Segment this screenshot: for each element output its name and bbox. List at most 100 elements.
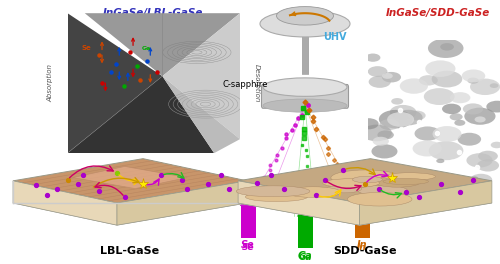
Text: Se: Se	[82, 45, 91, 51]
Ellipse shape	[428, 39, 464, 58]
Ellipse shape	[464, 108, 496, 125]
Text: C-sapphire: C-sapphire	[222, 80, 268, 89]
Ellipse shape	[474, 116, 486, 122]
Ellipse shape	[424, 88, 454, 105]
Ellipse shape	[408, 111, 426, 120]
Ellipse shape	[468, 78, 479, 84]
Ellipse shape	[471, 176, 478, 180]
Ellipse shape	[478, 151, 498, 162]
Ellipse shape	[462, 69, 485, 82]
Ellipse shape	[486, 101, 500, 112]
Ellipse shape	[348, 192, 412, 206]
Text: Se: Se	[241, 240, 255, 250]
Ellipse shape	[378, 130, 394, 139]
Ellipse shape	[426, 60, 456, 77]
Ellipse shape	[440, 43, 454, 51]
Text: InGaSe/SDD-GaSe: InGaSe/SDD-GaSe	[386, 8, 490, 18]
Ellipse shape	[263, 99, 347, 112]
Ellipse shape	[419, 75, 438, 86]
Ellipse shape	[414, 126, 440, 141]
Ellipse shape	[352, 176, 382, 183]
Ellipse shape	[470, 174, 492, 186]
Polygon shape	[360, 181, 492, 225]
Ellipse shape	[490, 83, 498, 88]
Text: SDD-GaSe: SDD-GaSe	[333, 246, 397, 256]
Ellipse shape	[384, 173, 436, 180]
Ellipse shape	[394, 110, 422, 125]
Ellipse shape	[380, 119, 400, 130]
Text: Ga: Ga	[142, 46, 151, 51]
Polygon shape	[68, 13, 162, 153]
Text: In: In	[356, 240, 368, 250]
Ellipse shape	[410, 171, 426, 180]
FancyArrow shape	[297, 206, 313, 216]
Ellipse shape	[372, 161, 380, 165]
Polygon shape	[238, 181, 360, 225]
Ellipse shape	[436, 159, 444, 163]
Ellipse shape	[450, 113, 462, 120]
Text: Desorption: Desorption	[254, 64, 260, 102]
Polygon shape	[13, 203, 247, 225]
Ellipse shape	[442, 104, 461, 114]
Text: Ga: Ga	[298, 253, 312, 262]
Text: Se: Se	[242, 243, 254, 252]
Text: Ga: Ga	[298, 251, 312, 261]
Text: InGaSe/LBL-GaSe: InGaSe/LBL-GaSe	[102, 8, 202, 18]
Polygon shape	[162, 13, 240, 139]
Ellipse shape	[387, 112, 414, 127]
Ellipse shape	[236, 186, 310, 197]
FancyArrow shape	[240, 195, 256, 206]
Ellipse shape	[383, 178, 428, 185]
Ellipse shape	[358, 185, 408, 196]
Ellipse shape	[382, 73, 393, 79]
Ellipse shape	[400, 78, 428, 94]
Ellipse shape	[470, 79, 500, 95]
Ellipse shape	[286, 187, 341, 197]
Ellipse shape	[260, 11, 350, 37]
Polygon shape	[68, 76, 214, 153]
Ellipse shape	[374, 176, 421, 187]
Bar	[298, 216, 312, 248]
Ellipse shape	[326, 185, 362, 193]
Ellipse shape	[458, 133, 481, 146]
Text: Absorption: Absorption	[47, 64, 54, 102]
Ellipse shape	[358, 118, 378, 129]
Ellipse shape	[366, 54, 380, 62]
Bar	[240, 206, 256, 238]
Text: LBL-GaSe: LBL-GaSe	[100, 246, 160, 256]
Ellipse shape	[382, 72, 401, 82]
Polygon shape	[162, 76, 240, 153]
Text: In: In	[357, 243, 367, 252]
FancyArrow shape	[354, 195, 370, 206]
Bar	[354, 206, 370, 238]
Ellipse shape	[454, 120, 466, 126]
Ellipse shape	[323, 179, 380, 187]
Ellipse shape	[466, 153, 492, 168]
Ellipse shape	[432, 71, 462, 87]
FancyBboxPatch shape	[262, 84, 348, 108]
Ellipse shape	[391, 98, 403, 105]
Polygon shape	[13, 159, 247, 203]
Ellipse shape	[412, 140, 442, 157]
Ellipse shape	[477, 159, 499, 172]
Ellipse shape	[428, 141, 464, 160]
Ellipse shape	[331, 170, 400, 186]
Ellipse shape	[368, 66, 388, 77]
Polygon shape	[117, 181, 247, 225]
Ellipse shape	[368, 76, 391, 88]
Polygon shape	[73, 166, 187, 188]
Ellipse shape	[246, 192, 308, 202]
Ellipse shape	[450, 92, 470, 103]
Ellipse shape	[372, 144, 398, 158]
Text: UHV: UHV	[323, 32, 346, 42]
Ellipse shape	[490, 142, 500, 148]
Polygon shape	[13, 181, 117, 225]
Ellipse shape	[379, 110, 412, 128]
Ellipse shape	[390, 105, 416, 120]
Polygon shape	[238, 203, 492, 225]
Ellipse shape	[362, 125, 392, 141]
Ellipse shape	[276, 7, 334, 25]
Ellipse shape	[432, 126, 462, 142]
Ellipse shape	[263, 78, 347, 96]
Ellipse shape	[372, 137, 389, 146]
